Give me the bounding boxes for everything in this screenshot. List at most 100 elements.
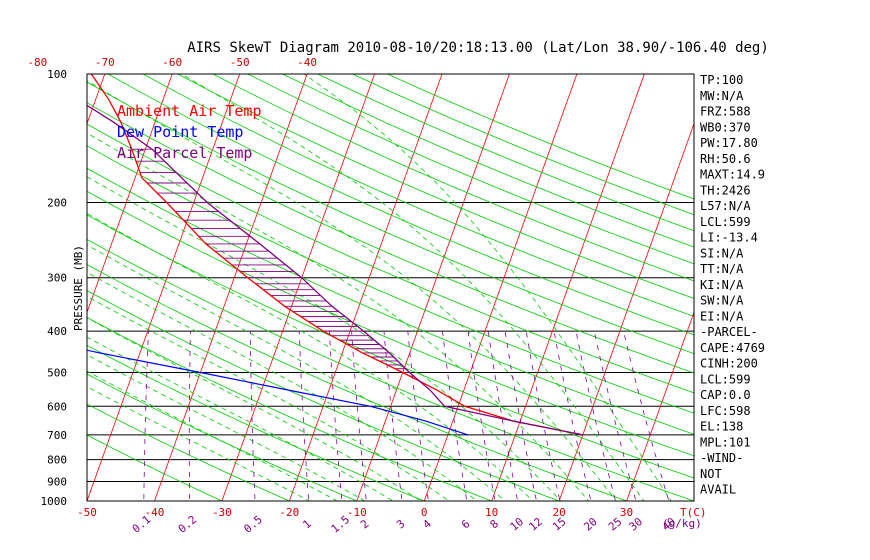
moist-adiabat: [87, 80, 617, 501]
stat-item: RH:50.6: [700, 152, 751, 166]
dry-adiabat: [317, 74, 694, 232]
pressure-tick-label: 300: [47, 272, 67, 285]
top-temp-tick: -40: [297, 56, 317, 69]
stat-item: CAPE:4769: [700, 341, 765, 355]
pressure-tick-label: 600: [47, 400, 67, 413]
mixing-ratio-unit: (g/kg): [662, 517, 702, 530]
mixing-ratio-line: [487, 331, 519, 501]
stat-item: TT:N/A: [700, 262, 744, 276]
stat-item: SI:N/A: [700, 246, 744, 260]
mixing-ratio-line: [442, 331, 468, 501]
bottom-temp-tick: -40: [145, 506, 165, 519]
top-temp-tick: -50: [230, 56, 250, 69]
stat-item: CINH:200: [700, 357, 758, 371]
isotherm-line: [491, 74, 645, 501]
pressure-tick-label: 800: [47, 454, 67, 467]
pressure-tick-label: 200: [47, 197, 67, 210]
dry-adiabat: [87, 238, 694, 501]
pressure-tick-label: 900: [47, 475, 67, 488]
mixing-ratio-line: [575, 331, 617, 501]
bottom-temp-ticks: -50 -40 -30 -20 -10 0 10 20 30: [77, 506, 633, 519]
dry-adiabat: [87, 167, 694, 435]
mixing-ratio-label: 1: [300, 517, 313, 531]
legend-item: Ambient Air Temp: [117, 102, 262, 120]
stat-item: KI:N/A: [700, 278, 744, 292]
mixing-ratio-line: [553, 331, 592, 501]
moist-adiabat: [181, 74, 645, 501]
dry-adiabat: [87, 123, 694, 394]
bottom-temp-tick: -20: [279, 506, 299, 519]
moist-adiabat: [87, 354, 366, 501]
bottom-temp-tick: -50: [77, 506, 97, 519]
pressure-tick-label: 400: [47, 325, 67, 338]
dry-adiabat: [87, 317, 493, 501]
stat-item: EL:138: [700, 420, 743, 434]
mixing-ratio-label: 3: [394, 517, 407, 531]
stat-item: -PARCEL-: [700, 325, 758, 339]
pressure-tick-label: 700: [47, 429, 67, 442]
mixing-ratio-label: 2: [358, 517, 371, 531]
dry-adiabat: [87, 344, 426, 501]
isotherm-line: [423, 74, 578, 501]
dry-adiabat: [282, 74, 694, 248]
dry-adiabat: [352, 74, 694, 216]
mixing-ratio-line: [623, 331, 670, 501]
top-temp-ticks: -120-110-100-90-80-70-60-50-40: [27, 56, 317, 69]
pressure-tick-label: 100: [47, 68, 67, 81]
series-air-parcel-temp: [87, 104, 583, 436]
mixing-ratio-label: 6: [459, 517, 472, 531]
chart-title: AIRS SkewT Diagram 2010-08-10/20:18:13.0…: [187, 40, 769, 56]
y-axis-label: PRESSURE (MB): [72, 245, 85, 331]
dry-adiabat: [87, 145, 694, 414]
bottom-temp-tick: 30: [620, 506, 633, 519]
mixing-ratio-line: [467, 331, 496, 501]
mixing-ratio-label: 10: [508, 515, 527, 533]
mixing-ratio-line: [329, 331, 343, 501]
top-temp-tick: -80: [27, 56, 47, 69]
legend: Ambient Air Temp Dew Point Temp Air Parcel…: [117, 102, 262, 162]
mixing-ratio-label: 20: [581, 515, 600, 533]
bottom-temp-tick: 20: [552, 506, 565, 519]
dry-adiabat: [87, 81, 694, 355]
isotherm-line: [221, 74, 375, 501]
dry-adiabat: [87, 290, 561, 501]
dry-adiabat: [142, 74, 694, 317]
moist-adiabat: [87, 386, 311, 501]
bottom-temp-tick: -10: [347, 506, 367, 519]
moist-adiabat: [87, 271, 478, 501]
stat-item: TH:2426: [700, 183, 751, 197]
dry-adiabat: [107, 74, 694, 336]
stat-item: PW:17.80: [700, 136, 758, 150]
dry-adiabat: [87, 373, 358, 501]
mixing-ratio-line: [143, 331, 149, 501]
dry-adiabat: [87, 403, 291, 501]
moist-adiabat: [87, 317, 422, 501]
mixing-ratio-line: [407, 331, 429, 501]
mixing-ratio-line: [249, 331, 256, 501]
stat-item: LCL:599: [700, 372, 751, 386]
cape-hatch: [126, 135, 418, 381]
legend-item: Dew Point Temp: [117, 123, 243, 141]
top-temp-tick: -60: [162, 56, 182, 69]
isotherm-line: [626, 311, 694, 501]
mixing-ratio-line: [298, 331, 310, 501]
bottom-temp-tick: 10: [485, 506, 498, 519]
dry-adiabat: [387, 74, 694, 200]
stat-item: CAP:0.0: [700, 388, 751, 402]
isotherm-line: [558, 122, 694, 501]
stat-item: LI:-13.4: [700, 231, 758, 245]
mixing-ratio-line: [504, 331, 537, 501]
pressure-ticks: 100 200 300 400 500 600 700 800 900 1000: [41, 68, 68, 508]
top-temp-tick: -70: [95, 56, 115, 69]
moist-adiabat: [87, 244, 506, 501]
moist-adiabat: [87, 213, 534, 501]
dry-adiabat: [87, 190, 694, 457]
isotherm-line: [0, 74, 37, 501]
mixing-ratio-line: [525, 331, 561, 501]
plot-frame: [86, 73, 695, 502]
stat-item: MAXT:14.9: [700, 168, 765, 182]
stat-item: TP:100: [700, 73, 743, 87]
pressure-tick-label: 1000: [41, 495, 68, 508]
